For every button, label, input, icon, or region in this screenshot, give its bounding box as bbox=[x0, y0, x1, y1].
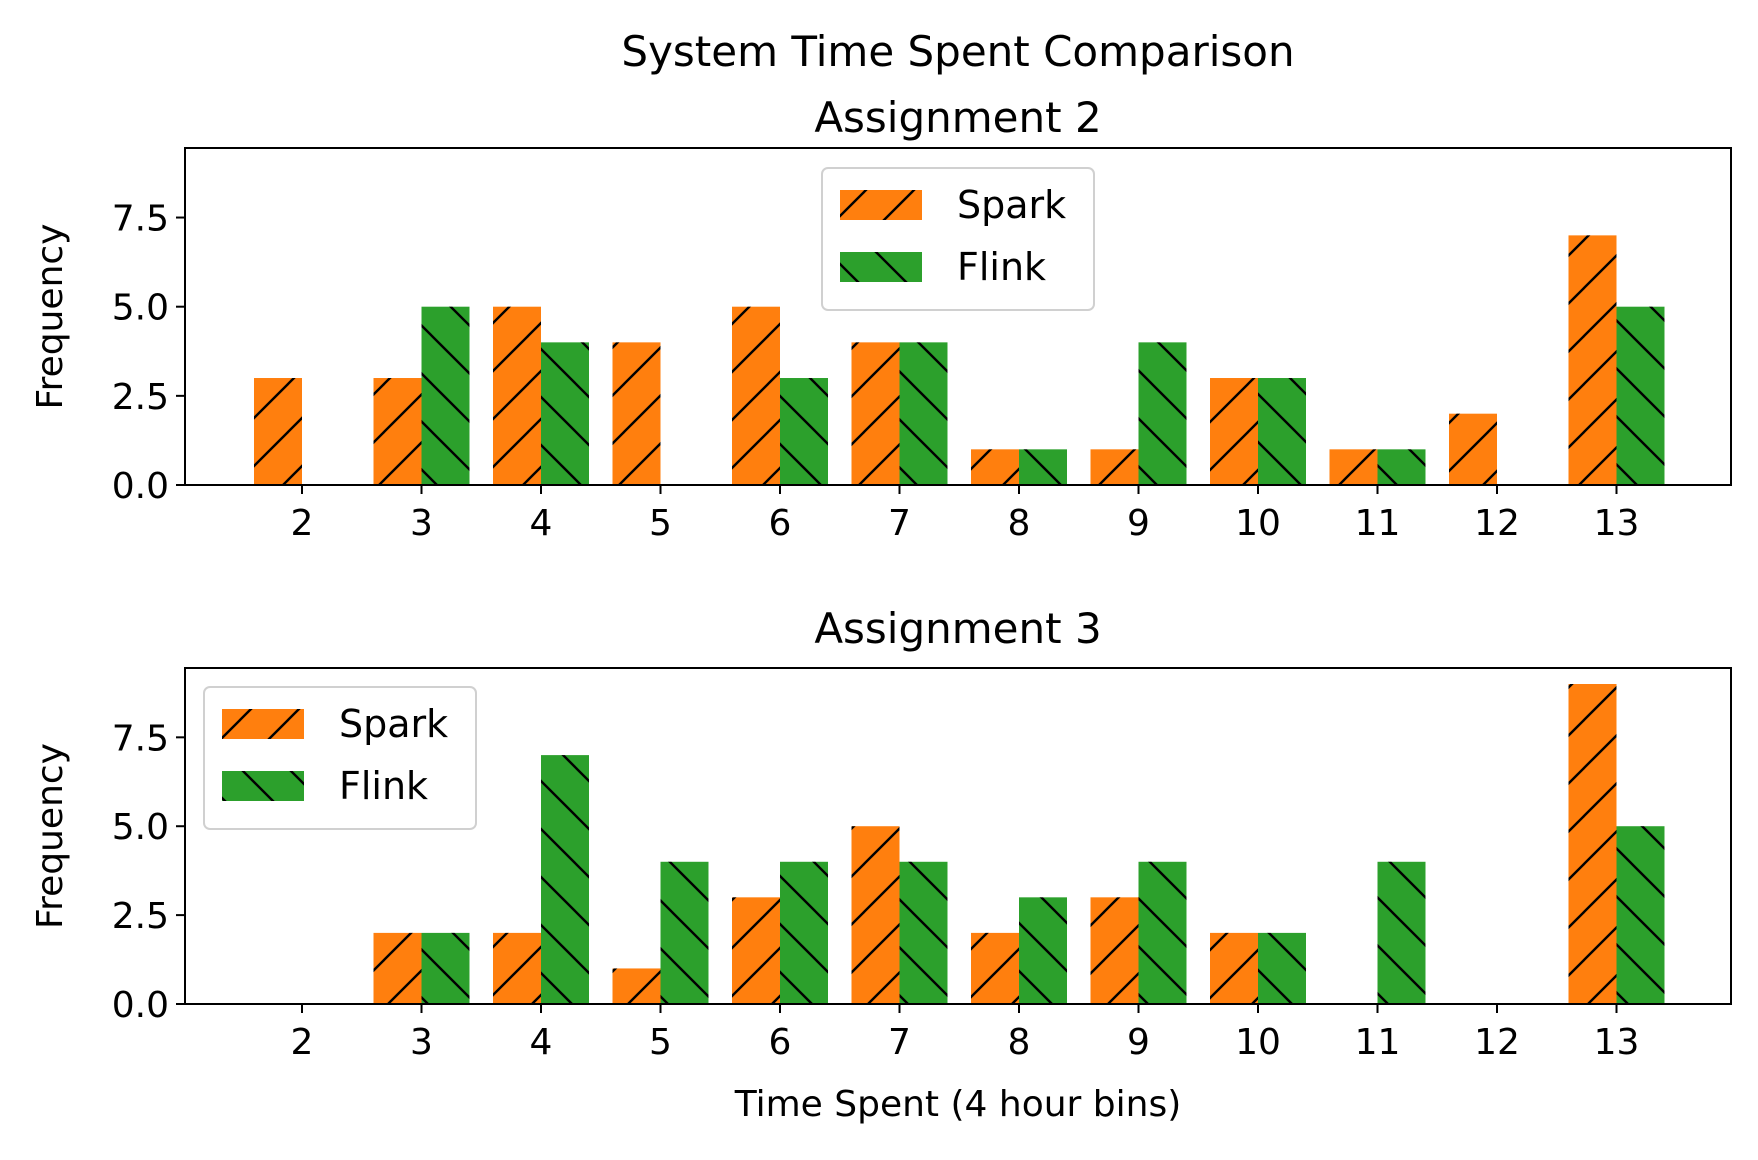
bar-hatch-spark-4 bbox=[493, 306, 541, 485]
legend-swatch-hatch-flink bbox=[222, 771, 304, 801]
x-tick-label: 12 bbox=[1474, 503, 1520, 544]
x-tick-label: 10 bbox=[1235, 1022, 1281, 1063]
bar-hatch-flink-11 bbox=[1377, 449, 1426, 485]
bar-hatch-spark-13 bbox=[1568, 235, 1617, 485]
legend-label-flink: Flink bbox=[339, 764, 428, 808]
bar-hatch-spark-3 bbox=[373, 932, 422, 1004]
bar-hatch-flink-5 bbox=[660, 861, 709, 1004]
y-tick-label: 5.0 bbox=[112, 288, 169, 329]
y-tick-label: 0.0 bbox=[112, 466, 169, 507]
bar-hatch-spark-8 bbox=[971, 449, 1019, 485]
bar-hatch-spark-3 bbox=[373, 378, 422, 485]
bar-hatch-flink-6 bbox=[780, 861, 828, 1004]
x-tick-label: 9 bbox=[1127, 1022, 1150, 1063]
bar-hatch-flink-9 bbox=[1138, 342, 1187, 485]
bar-hatch-spark-8 bbox=[971, 932, 1019, 1004]
y-tick-label: 0.0 bbox=[112, 985, 169, 1026]
bar-hatch-spark-9 bbox=[1090, 897, 1139, 1004]
x-tick-label: 8 bbox=[1008, 503, 1031, 544]
legend-label-spark: Spark bbox=[339, 702, 448, 746]
x-tick-label: 8 bbox=[1008, 1022, 1031, 1063]
legend-swatch-hatch-flink bbox=[840, 252, 922, 282]
legend-label-spark: Spark bbox=[957, 183, 1066, 227]
bar-hatch-spark-7 bbox=[851, 826, 900, 1004]
bar-hatch-spark-11 bbox=[1329, 449, 1378, 485]
bar-hatch-flink-7 bbox=[899, 861, 948, 1004]
bar-hatch-flink-13 bbox=[1616, 826, 1665, 1004]
x-tick-label: 7 bbox=[888, 1022, 911, 1063]
x-tick-label: 6 bbox=[769, 1022, 792, 1063]
x-tick-label: 2 bbox=[291, 503, 314, 544]
subplot-title: Assignment 2 bbox=[814, 93, 1101, 142]
axes-frame bbox=[184, 667, 1732, 1005]
bar-hatch-flink-7 bbox=[899, 342, 948, 485]
x-tick-label: 7 bbox=[888, 503, 911, 544]
bar-hatch-flink-4 bbox=[541, 342, 589, 485]
x-tick-label: 13 bbox=[1594, 503, 1640, 544]
y-tick-label: 2.5 bbox=[112, 896, 169, 937]
y-axis-label: Frequency bbox=[30, 224, 71, 410]
bar-hatch-flink-4 bbox=[541, 755, 589, 1004]
bar-hatch-flink-8 bbox=[1019, 897, 1067, 1004]
bar-hatch-spark-12 bbox=[1449, 413, 1497, 485]
x-tick-label: 3 bbox=[410, 503, 433, 544]
bar-hatch-flink-3 bbox=[421, 932, 470, 1004]
x-tick-label: 4 bbox=[530, 1022, 553, 1063]
bar-hatch-flink-3 bbox=[421, 306, 470, 485]
bar-hatch-spark-5 bbox=[612, 968, 661, 1004]
bar-hatch-spark-7 bbox=[851, 342, 900, 485]
y-tick-label: 7.5 bbox=[112, 199, 169, 240]
bar-hatch-spark-9 bbox=[1090, 449, 1139, 485]
bar-hatch-spark-13 bbox=[1568, 684, 1617, 1004]
axes-frame bbox=[184, 147, 1732, 486]
bar-hatch-spark-2 bbox=[254, 378, 302, 485]
x-tick-label: 5 bbox=[649, 1022, 672, 1063]
x-tick-label: 12 bbox=[1474, 1022, 1520, 1063]
bar-hatch-flink-10 bbox=[1258, 932, 1306, 1004]
bar-hatch-flink-11 bbox=[1377, 861, 1426, 1004]
bar-hatch-spark-6 bbox=[732, 306, 780, 485]
legend-swatch-hatch-spark bbox=[222, 709, 304, 739]
legend-swatch-hatch-spark bbox=[840, 190, 922, 220]
x-tick-label: 9 bbox=[1127, 503, 1150, 544]
x-axis-label: Time Spent (4 hour bins) bbox=[734, 1084, 1182, 1125]
y-tick-label: 5.0 bbox=[112, 807, 169, 848]
bar-hatch-spark-6 bbox=[732, 897, 780, 1004]
x-tick-label: 13 bbox=[1594, 1022, 1640, 1063]
bar-hatch-flink-13 bbox=[1616, 306, 1665, 485]
bar-hatch-flink-10 bbox=[1258, 378, 1306, 485]
x-tick-label: 4 bbox=[530, 503, 553, 544]
bar-hatch-flink-9 bbox=[1138, 861, 1187, 1004]
x-tick-label: 2 bbox=[291, 1022, 314, 1063]
y-tick-label: 7.5 bbox=[112, 718, 169, 759]
bar-hatch-spark-10 bbox=[1210, 932, 1258, 1004]
x-tick-label: 3 bbox=[410, 1022, 433, 1063]
legend: Spark Flink bbox=[821, 167, 1095, 311]
bar-hatch-flink-8 bbox=[1019, 449, 1067, 485]
x-tick-label: 10 bbox=[1235, 503, 1281, 544]
bar-hatch-flink-6 bbox=[780, 378, 828, 485]
x-tick-label: 6 bbox=[769, 503, 792, 544]
x-tick-label: 5 bbox=[649, 503, 672, 544]
bar-hatch-spark-10 bbox=[1210, 378, 1258, 485]
bar-hatch-spark-4 bbox=[493, 932, 541, 1004]
subplot-title: Assignment 3 bbox=[814, 604, 1101, 653]
bar-hatch-spark-5 bbox=[612, 342, 661, 485]
legend-label-flink: Flink bbox=[957, 245, 1046, 289]
x-tick-label: 11 bbox=[1355, 1022, 1401, 1063]
legend: Spark Flink bbox=[203, 686, 477, 830]
y-axis-label: Frequency bbox=[30, 743, 71, 929]
y-tick-label: 2.5 bbox=[112, 377, 169, 418]
x-tick-label: 11 bbox=[1355, 503, 1401, 544]
figure-suptitle: System Time Spent Comparison bbox=[621, 27, 1294, 76]
subplot-1: Assignment 2 0.0 2.5 5.0 7.5 2 3 4 5 6 7 8 9 10 11 12 13… bbox=[30, 93, 1732, 544]
subplot-2: Assignment 3 0.0 2.5 5.0 7.5 2 3 4 5 6 7 8 9 10 11 12 13… bbox=[30, 604, 1732, 1125]
